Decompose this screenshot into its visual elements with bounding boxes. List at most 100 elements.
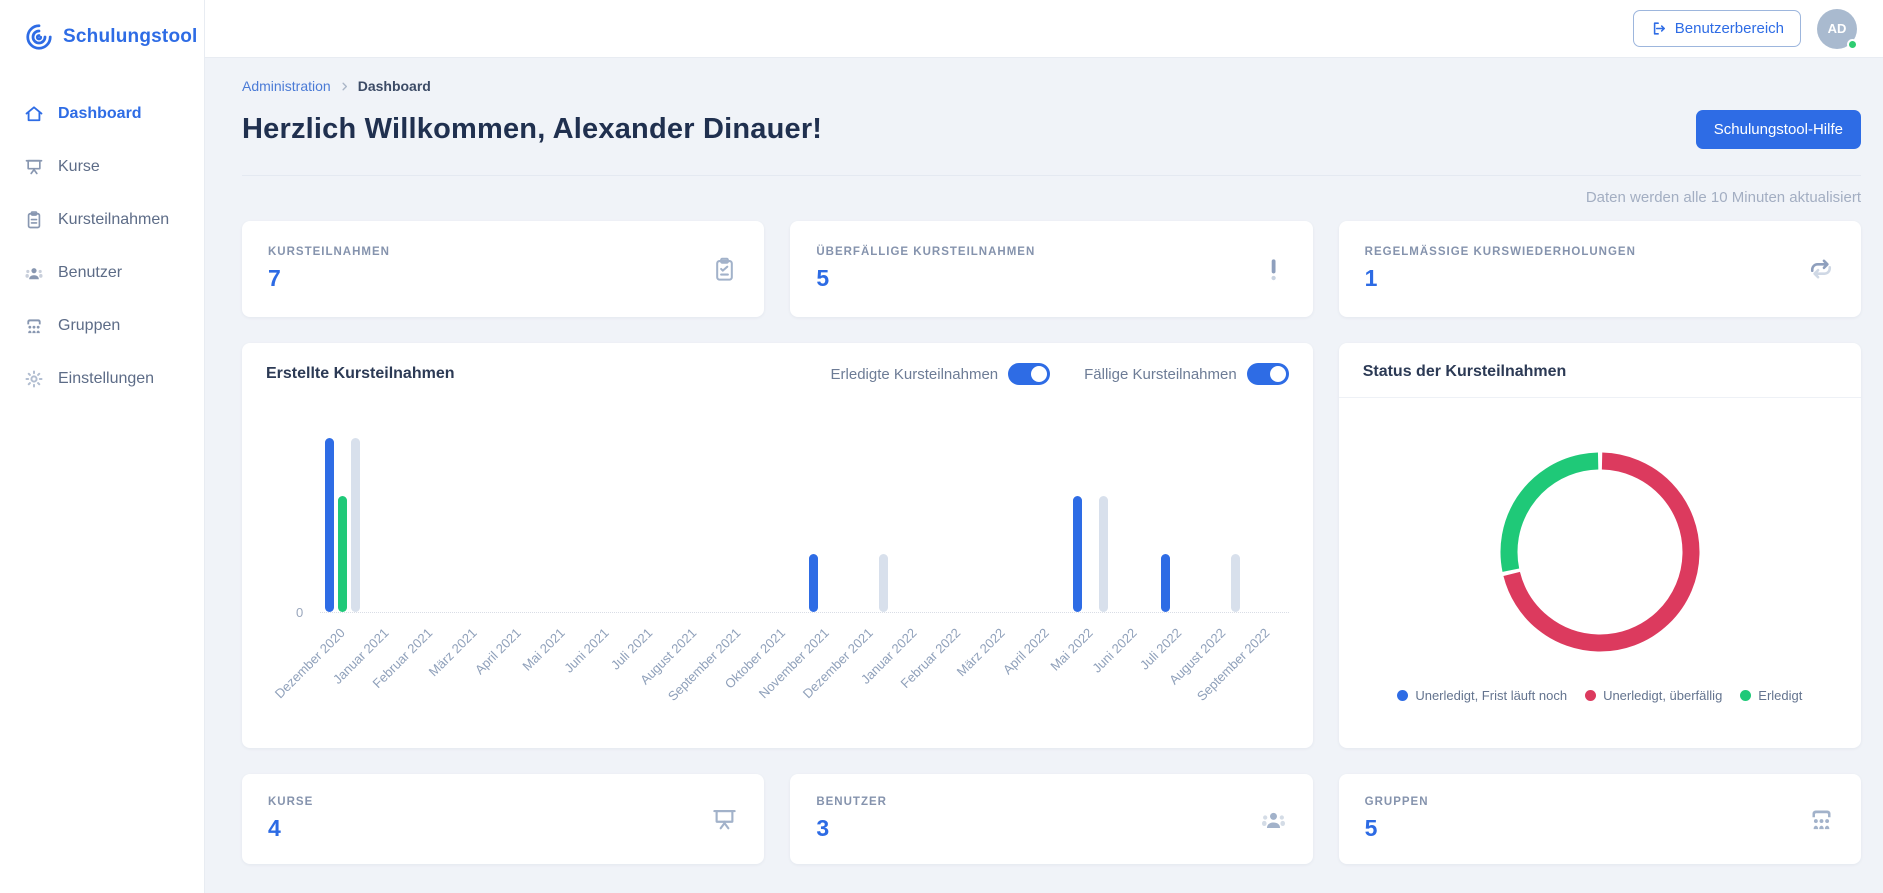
stat-label: KURSTEILNAHMEN <box>268 246 390 258</box>
x-axis-label: September 2022 <box>1193 625 1272 704</box>
bar-group <box>716 413 760 612</box>
breadcrumb-administration[interactable]: Administration <box>242 78 331 94</box>
toggle-group-faellige: Fällige Kursteilnahmen <box>1084 363 1289 385</box>
bar-group <box>1201 413 1245 612</box>
sidebar-item-einstellungen[interactable]: Einstellungen <box>24 369 204 389</box>
bar-group <box>1245 413 1289 612</box>
bar-group <box>408 413 452 612</box>
repeat-icon <box>1807 255 1835 283</box>
stat-label: BENUTZER <box>816 796 887 808</box>
y-axis-zero-label: 0 <box>296 605 304 620</box>
stat-texts: KURSTEILNAHMEN 7 <box>268 246 390 292</box>
bar-group <box>1025 413 1069 612</box>
toggle-group-erledigte: Erledigte Kursteilnahmen <box>831 363 1051 385</box>
clipboard-check-icon <box>711 256 738 283</box>
sidebar-item-kurse[interactable]: Kurse <box>24 157 204 177</box>
bar-group <box>760 413 804 612</box>
bar-group <box>628 413 672 612</box>
legend-label: Erledigt <box>1758 688 1803 703</box>
stat-card-gruppen: GRUPPEN 5 <box>1338 774 1861 864</box>
toggle-label: Fällige Kursteilnahmen <box>1084 365 1237 383</box>
content: Administration Dashboard Herzlich Willko… <box>205 58 1883 893</box>
presentation-icon <box>24 157 44 177</box>
app-logo[interactable]: Schulungstool <box>24 22 204 52</box>
avatar[interactable]: AD <box>1817 8 1858 50</box>
stat-label: ÜBERFÄLLIGE KURSTEILNAHMEN <box>816 246 1036 258</box>
bar-group <box>892 413 936 612</box>
bar-xlabels: Dezember 2020 Januar 2021 Februar 2021 März… <box>271 613 1289 713</box>
legend-item: Erledigt <box>1740 688 1802 703</box>
sidebar-item-label: Einstellungen <box>58 370 155 387</box>
faellige-toggle[interactable] <box>1246 363 1289 385</box>
donut-segment <box>1500 452 1700 652</box>
stat-card-kurse: KURSE 4 <box>242 774 765 864</box>
gear-icon <box>24 369 44 389</box>
bar <box>324 438 334 612</box>
sidebar-item-gruppen[interactable]: Gruppen <box>24 316 204 336</box>
charts-row: Erstellte Kursteilnahmen Erledigte Kurst… <box>242 343 1861 748</box>
stat-card-benutzer: BENUTZER 3 <box>790 774 1313 864</box>
swirl-logo-icon <box>24 22 54 52</box>
sidebar: Schulungstool Dashboard Kurse <box>0 0 205 893</box>
avatar-initials: AD <box>1827 21 1847 36</box>
stat-value: 7 <box>268 265 281 291</box>
logout-arrow-icon <box>1650 20 1667 37</box>
sidebar-item-label: Benutzer <box>58 264 123 281</box>
stat-value: 3 <box>816 815 830 841</box>
bar-chart-plot: 0 <box>296 413 1289 620</box>
chart-toggles: Erledigte Kursteilnahmen Fällige Kurstei… <box>831 363 1289 385</box>
home-icon <box>24 104 44 124</box>
users-icon <box>1260 806 1287 833</box>
stat-label: GRUPPEN <box>1364 796 1429 808</box>
stat-card-kursteilnahmen: KURSTEILNAHMEN 7 <box>242 221 765 317</box>
bar-group <box>804 413 848 612</box>
legend-label: Unerledigt, überfällig <box>1603 688 1723 703</box>
sidebar-item-kursteilnahmen[interactable]: Kursteilnahmen <box>24 210 204 230</box>
bar <box>1161 554 1171 612</box>
title-divider <box>242 175 1861 176</box>
app-name: Schulungstool <box>63 26 198 47</box>
stat-texts: REGELMÄSSIGE KURSWIEDERHOLUNGEN 1 <box>1365 246 1636 292</box>
donut-legend: Unerledigt, Frist läuft noch Unerledigt, … <box>1339 688 1861 703</box>
bar <box>1073 496 1083 612</box>
legend-item: Unerledigt, überfällig <box>1585 688 1722 703</box>
stat-texts: ÜBERFÄLLIGE KURSTEILNAHMEN 5 <box>816 246 1035 292</box>
breadcrumb-dashboard: Dashboard <box>357 78 431 94</box>
sidebar-item-label: Kurse <box>58 158 100 175</box>
bar-chart-card: Erstellte Kursteilnahmen Erledigte Kurst… <box>242 343 1313 748</box>
bar-group <box>1069 413 1113 612</box>
sidebar-item-label: Kursteilnahmen <box>58 211 170 228</box>
bar-group <box>936 413 980 612</box>
stat-label: KURSE <box>268 796 314 808</box>
bar-chart-header: Erstellte Kursteilnahmen Erledigte Kurst… <box>242 343 1313 399</box>
bar-chart-title: Erstellte Kursteilnahmen <box>266 365 455 382</box>
stat-value: 5 <box>1364 815 1378 841</box>
bar <box>350 438 360 612</box>
donut-chart-header: Status der Kursteilnahmen <box>1338 343 1861 398</box>
bar <box>1099 496 1109 612</box>
bar-group <box>364 413 408 612</box>
group-icon <box>24 316 44 336</box>
toggle-knob <box>1031 366 1048 382</box>
stat-card-kurswiederholungen: REGELMÄSSIGE KURSWIEDERHOLUNGEN 1 <box>1338 221 1861 317</box>
legend-dot <box>1585 690 1597 701</box>
user-area-button[interactable]: Benutzerbereich <box>1632 10 1801 47</box>
stat-texts: BENUTZER 3 <box>816 796 887 842</box>
erledigte-toggle[interactable] <box>1008 363 1051 385</box>
sidebar-item-dashboard[interactable]: Dashboard <box>24 104 204 124</box>
sidebar-item-benutzer[interactable]: Benutzer <box>24 263 204 283</box>
donut-svg <box>1500 452 1700 652</box>
legend-item: Unerledigt, Frist läuft noch <box>1397 688 1567 703</box>
bar-group <box>848 413 892 612</box>
bar-group <box>1157 413 1201 612</box>
bar-group <box>1113 413 1157 612</box>
bar-group <box>496 413 540 612</box>
legend-dot <box>1740 690 1752 701</box>
legend-dot <box>1397 690 1409 701</box>
bar-groups <box>320 413 1289 612</box>
bar <box>337 496 347 612</box>
toggle-label: Erledigte Kursteilnahmen <box>830 365 999 383</box>
stat-texts: KURSE 4 <box>268 796 313 842</box>
help-button[interactable]: Schulungstool-Hilfe <box>1695 110 1861 149</box>
bar-group <box>320 413 364 612</box>
